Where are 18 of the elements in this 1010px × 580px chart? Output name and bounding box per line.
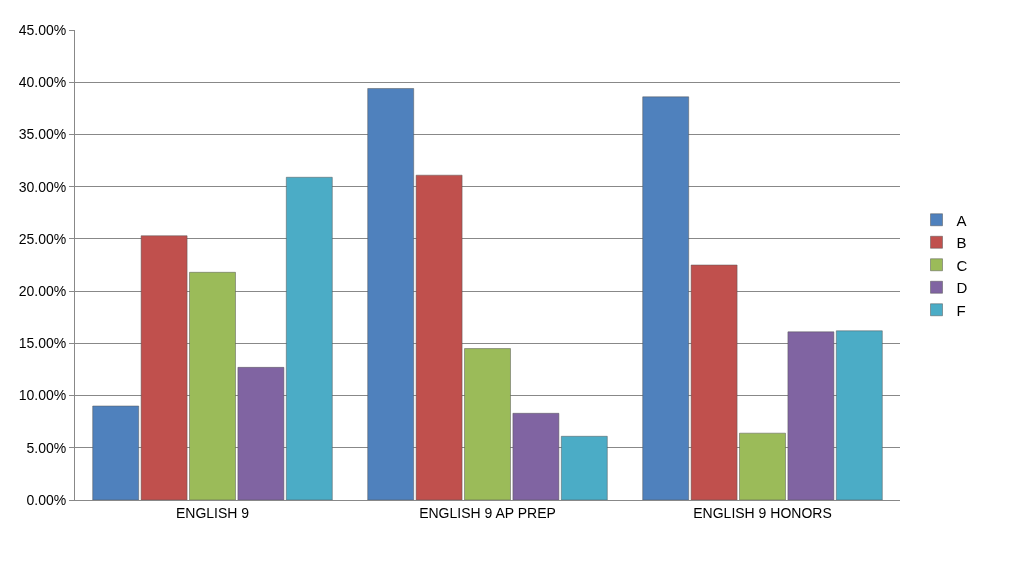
x-tick-label: ENGLISH 9 AP PREP: [419, 504, 556, 521]
x-tick-label: ENGLISH 9: [175, 504, 250, 521]
y-tick-label: 0.00%: [26, 491, 67, 508]
legend-label: D: [956, 279, 968, 297]
y-tick-label: 25.00%: [18, 230, 67, 247]
y-tick-label: 40.00%: [18, 74, 67, 91]
legend-label: B: [956, 234, 967, 252]
y-tick-label: 5.00%: [26, 439, 67, 456]
x-tick-label: ENGLISH 9 HONORS: [693, 504, 832, 521]
y-tick-label: 45.00%: [18, 21, 67, 38]
legend-label: A: [956, 211, 967, 229]
y-tick-label: 35.00%: [18, 126, 67, 143]
y-tick-label: 15.00%: [18, 335, 67, 352]
legend-label: C: [956, 256, 968, 274]
y-tick-label: 20.00%: [18, 283, 67, 300]
y-tick-label: 30.00%: [18, 178, 67, 195]
legend-label: F: [956, 301, 966, 319]
y-tick-label: 10.00%: [18, 387, 67, 404]
